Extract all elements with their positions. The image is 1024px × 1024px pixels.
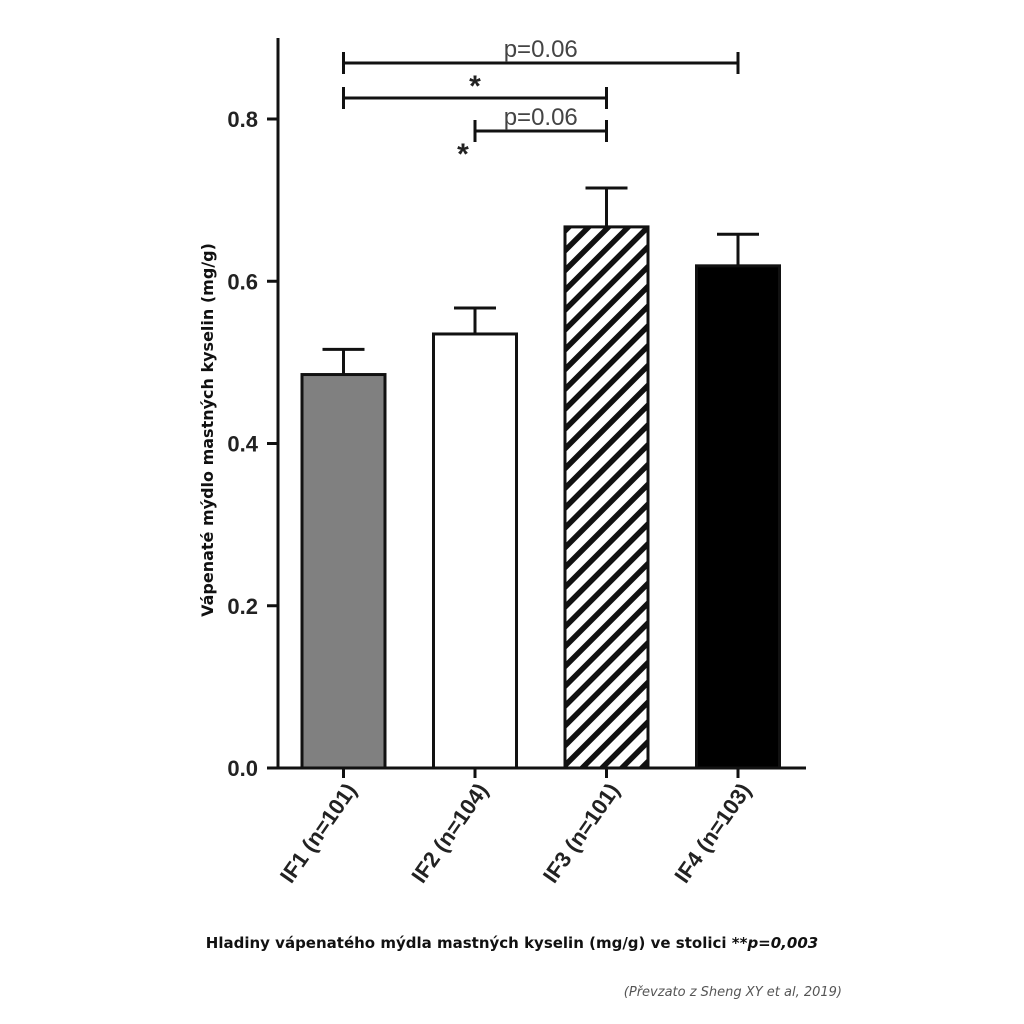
y-axis-label: Vápenaté mýdlo mastných kyselin (mg/g): [198, 243, 217, 617]
x-tick-label: IF1 (n=101): [275, 779, 362, 888]
x-tick-label: IF2 (n=104): [406, 779, 493, 888]
bar: [300, 373, 387, 770]
significance-label: p=0.06: [504, 36, 578, 63]
y-tick-label: 0.6: [227, 269, 258, 294]
significance-label: *: [469, 70, 481, 103]
caption-text: Hladiny vápenatého mýdla mastných kyseli…: [205, 934, 748, 952]
y-tick-label: 0.4: [227, 432, 258, 457]
bar: [432, 332, 518, 770]
bar: [563, 225, 650, 770]
chart-bars: IF1 (n=101) IF2 (n=104) IF3 (n=101) IF4 (n=…: [275, 186, 781, 888]
source-note: (Převzato z Sheng XY et al, 2019): [623, 985, 842, 1000]
bar-chart: 0.00.20.40.60.8 IF1 (n=101) IF2 (n=104) IF…: [198, 36, 806, 888]
y-tick-label: 0.8: [227, 107, 258, 132]
bar: [695, 264, 781, 770]
significance-marker: *: [457, 138, 469, 171]
x-tick-label: IF4 (n=103): [669, 779, 756, 888]
y-tick-label: 0.2: [227, 594, 258, 619]
caption-pvalue: p=0,003: [747, 934, 819, 952]
significance-label: p=0.06: [504, 104, 578, 131]
figure-caption: Hladiny vápenatého mýdla mastných kyseli…: [0, 934, 1024, 952]
y-tick-label: 0.0: [227, 756, 258, 781]
x-tick-label: IF3 (n=101): [538, 779, 625, 888]
significance-annotations: p=0.06 * p=0.06 *: [342, 36, 740, 171]
